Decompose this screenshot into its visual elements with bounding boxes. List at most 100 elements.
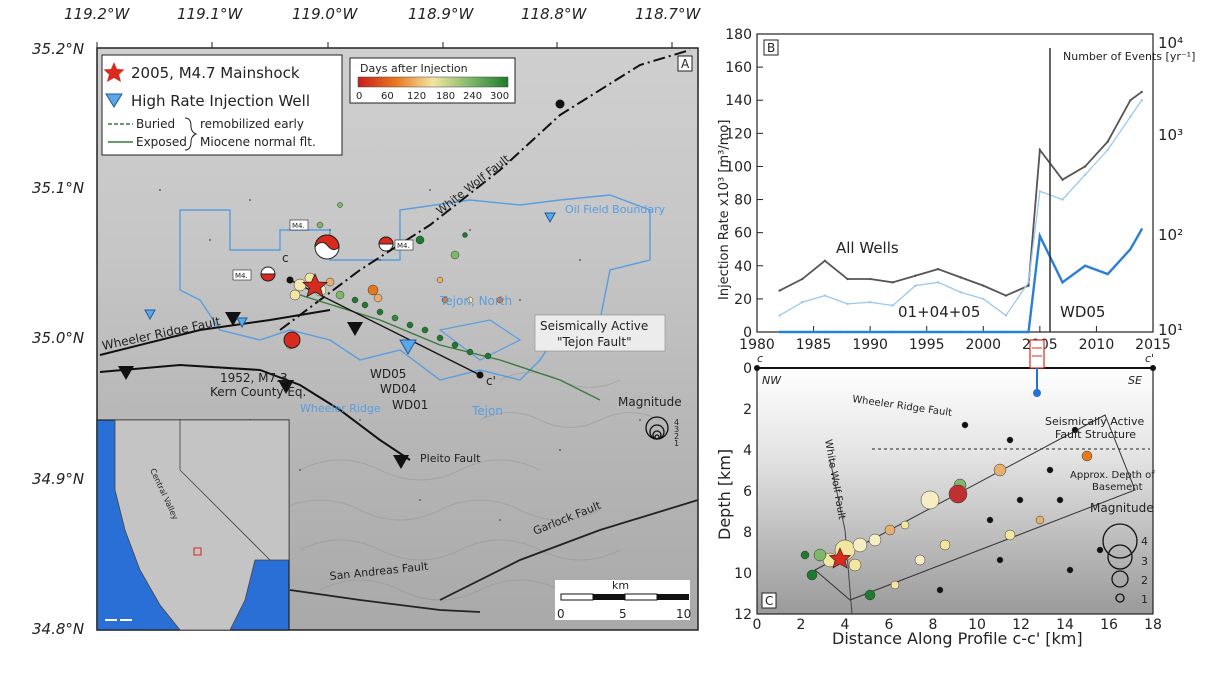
c-ytick-label: 2 xyxy=(743,402,752,418)
series-point-2 xyxy=(823,330,827,334)
label-seis-2: "Tejon Fault" xyxy=(557,335,632,349)
m4-label-1: M4. xyxy=(292,222,305,230)
legend-star-icon xyxy=(103,62,125,82)
b-xtick-label: 1980 xyxy=(739,337,775,353)
cs-mag-1: 1 xyxy=(1141,593,1148,606)
series-point-0 xyxy=(823,259,827,263)
mainshock-star xyxy=(301,273,329,298)
colorbar-title: Days after Injection xyxy=(360,62,468,75)
scalebar-km: km xyxy=(612,579,629,592)
inset-study-area xyxy=(193,547,202,556)
series-point-0 xyxy=(1004,294,1008,297)
white-wolf-fault-line xyxy=(279,49,691,331)
scalebar xyxy=(560,593,689,601)
series-point-1 xyxy=(891,304,894,307)
lon-tick-1187: 118.7°W xyxy=(635,5,701,23)
legend-buried: Buried xyxy=(136,117,175,131)
series-point-1 xyxy=(1083,173,1087,176)
label-wd05: WD05 xyxy=(370,367,406,381)
panel-c-letter: C xyxy=(765,594,773,608)
injection-well-icon xyxy=(399,339,417,356)
lon-tick-1191: 119.1°W xyxy=(177,5,243,23)
legend-well-icon xyxy=(105,93,123,108)
series-point-0 xyxy=(1140,90,1143,94)
b-xtick-label: 1990 xyxy=(852,337,888,353)
series-point-0 xyxy=(1038,148,1042,152)
cs-seis-2: Fault Structure xyxy=(1055,428,1136,441)
panel-c-se: SE xyxy=(1128,374,1142,387)
b-rtick-label: 10⁴ xyxy=(1158,34,1183,52)
c-xtick-label: 0 xyxy=(753,617,762,633)
panel-c-c: c xyxy=(757,352,763,365)
series-point-0 xyxy=(982,284,985,287)
series-point-1 xyxy=(1038,190,1042,193)
series-point-2 xyxy=(1083,264,1087,267)
map-mag-1: 1 xyxy=(674,439,679,448)
label-wd01: WD01 xyxy=(392,398,428,412)
b-ytick-label: 40 xyxy=(734,259,752,275)
c-ytick-label: 10 xyxy=(734,566,752,582)
label-kern-1: 1952, M7.3 xyxy=(220,371,288,385)
series-point-1 xyxy=(959,291,962,294)
focal-mechanisms xyxy=(260,234,394,349)
cross-section-mainshock-star xyxy=(828,547,852,569)
series-point-0 xyxy=(846,277,849,281)
series-point-0 xyxy=(1106,140,1109,143)
cs-basement-2: Basement xyxy=(1092,482,1143,493)
series-point-1 xyxy=(778,314,781,317)
c-xtick-label: 18 xyxy=(1144,617,1162,633)
b-xtick-label: 1985 xyxy=(796,337,832,353)
panel-c-nw: NW xyxy=(762,374,782,387)
c-xtick-label: 6 xyxy=(885,617,894,633)
series-point-0 xyxy=(868,277,872,281)
c-xtick-label: 14 xyxy=(1056,617,1074,633)
map-magnitude-circles xyxy=(645,416,669,440)
label-wd04: WD04 xyxy=(380,382,416,396)
map-mag-4: 4 xyxy=(674,418,679,427)
scalebar-10: 10 xyxy=(676,607,691,621)
lat-tick-348: 34.8°N xyxy=(32,620,84,638)
injection-well-icon-4 xyxy=(236,317,248,329)
cs-mag-4: 4 xyxy=(1141,535,1148,548)
series-point-0 xyxy=(778,289,781,292)
label-c: c xyxy=(282,251,289,265)
panel-a-map: M4. M4. M4. 2005, M4.7 Mainshock High Ra… xyxy=(32,5,701,638)
cs-magnitude-circles xyxy=(1102,523,1138,603)
panel-c-cprime: c' xyxy=(1145,352,1154,365)
series-point-1 xyxy=(936,281,940,284)
scalebar-0: 0 xyxy=(557,607,565,621)
panel-b-timeseries: B Injection Rate x10³ [m³/mo] 180 160 140 1… xyxy=(717,27,1195,353)
cbar-tick-120: 120 xyxy=(407,91,426,102)
cross-section-events xyxy=(800,421,1104,601)
cs-basement-1: Approx. Depth of xyxy=(1070,470,1155,481)
panel-b-letter: B xyxy=(767,41,775,55)
series-point-2 xyxy=(936,330,940,334)
c-ytick-label: 12 xyxy=(734,607,752,623)
label-seis-1: Seismically Active xyxy=(540,319,648,333)
cs-magnitude: Magnitude xyxy=(1090,501,1154,515)
scalebar-5: 5 xyxy=(619,607,627,621)
c-ytick-label: 0 xyxy=(743,361,752,377)
series-point-0 xyxy=(936,267,940,271)
b-ytick-label: 100 xyxy=(725,159,752,175)
cs-mag-3: 3 xyxy=(1141,555,1148,568)
b-rtick-label: 10³ xyxy=(1158,126,1183,144)
lon-tick-1190: 119.0°W xyxy=(292,5,358,23)
b-xtick-label: 2000 xyxy=(965,337,1001,353)
lat-tick-350: 35.0°N xyxy=(32,329,84,347)
wheeler-ridge-fault-line xyxy=(99,309,331,356)
series-point-0 xyxy=(914,274,917,277)
wells-010405-label: 01+04+05 xyxy=(898,303,980,321)
label-oil-field: Oil Field Boundary xyxy=(565,203,666,216)
series-point-0 xyxy=(1083,165,1087,168)
fault-structure-box xyxy=(814,414,1136,601)
series-point-2 xyxy=(891,330,894,334)
series-point-1 xyxy=(1004,314,1008,317)
cs-seis-1: Seismically Active xyxy=(1045,415,1144,428)
cbar-tick-180: 180 xyxy=(436,91,455,102)
california-inset: Central Valley xyxy=(96,419,290,631)
series-point-1 xyxy=(1106,148,1109,152)
series-point-1 xyxy=(1129,115,1132,118)
lat-tick-349: 34.9°N xyxy=(32,470,84,488)
series-point-0 xyxy=(1129,99,1132,102)
